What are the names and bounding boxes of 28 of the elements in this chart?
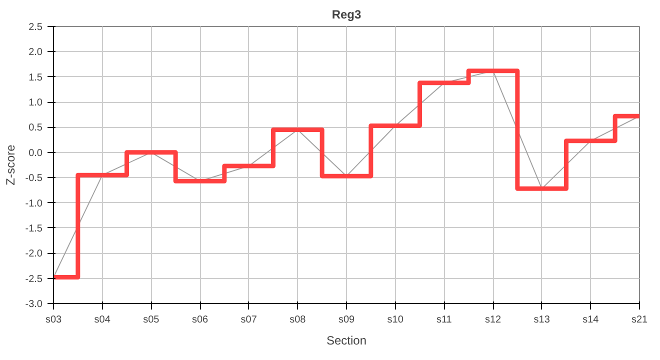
x-tick-label: s13	[534, 314, 550, 326]
y-tick-label: -2.5	[25, 274, 43, 285]
y-tick-label: 0.0	[28, 148, 43, 159]
y-tick-label: 2.5	[28, 22, 43, 33]
x-tick-label: s09	[338, 314, 355, 326]
y-tick-label: -2.0	[25, 248, 43, 260]
y-axis-title: Z-score	[3, 144, 18, 186]
x-tick-label: s10	[387, 314, 404, 326]
chart-title: Reg3	[332, 8, 362, 22]
y-tick-label: -1.0	[25, 198, 43, 210]
x-tick-label: s11	[436, 314, 452, 326]
x-tick-label: s12	[484, 314, 502, 326]
y-tick-label: -1.5	[25, 223, 43, 234]
x-tick-label: s14	[582, 314, 600, 326]
x-tick-label: s06	[192, 314, 208, 326]
y-tick-label: 1.5	[28, 72, 43, 84]
x-axis-title: Section	[326, 334, 367, 348]
y-tick-label: 0.5	[28, 122, 43, 134]
x-tick-label: s21	[631, 314, 648, 326]
y-tick-label: 2.0	[28, 47, 43, 58]
x-tick-label: s07	[240, 314, 258, 326]
y-tick-label: -3.0	[25, 299, 43, 310]
x-tick-label: s05	[143, 314, 160, 326]
y-tick-label: -0.5	[25, 173, 43, 184]
x-tick-label: s08	[290, 314, 306, 326]
x-tick-label: s03	[45, 314, 62, 326]
y-tick-label: 1.0	[28, 98, 43, 109]
x-tick-label: s04	[94, 314, 111, 326]
